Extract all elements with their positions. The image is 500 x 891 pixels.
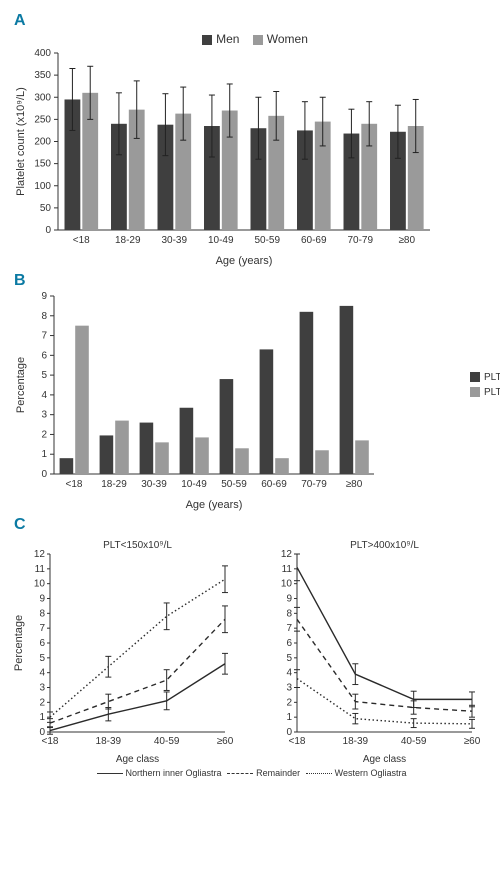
svg-text:Percentage: Percentage	[15, 357, 27, 413]
women-label: Women	[267, 32, 308, 46]
svg-text:<18: <18	[42, 736, 59, 747]
svg-text:8: 8	[286, 608, 292, 619]
panel-c-chart: 0123456789101112PLT<150x10⁹/L<1818-3940-…	[10, 536, 490, 778]
svg-text:4: 4	[286, 668, 292, 679]
remainder-label: Remainder	[256, 768, 300, 778]
svg-text:250: 250	[34, 114, 51, 125]
svg-text:≥80: ≥80	[346, 479, 363, 490]
svg-text:30-39: 30-39	[161, 235, 187, 246]
women-swatch	[253, 35, 263, 45]
svg-text:60-69: 60-69	[261, 479, 287, 490]
western-label: Western Ogliastra	[335, 768, 407, 778]
northern-label: Northern inner Ogliastra	[126, 768, 222, 778]
svg-text:70-79: 70-79	[301, 479, 327, 490]
plt-high-swatch	[470, 387, 480, 397]
svg-text:40-59: 40-59	[401, 736, 427, 747]
svg-text:1: 1	[41, 449, 47, 460]
svg-text:50-59: 50-59	[254, 235, 280, 246]
svg-text:≥60: ≥60	[464, 736, 480, 747]
panel-a-label: A	[14, 12, 490, 30]
svg-text:6: 6	[286, 638, 292, 649]
svg-text:6: 6	[41, 350, 47, 361]
svg-text:350: 350	[34, 70, 51, 81]
northern-line	[97, 773, 123, 774]
svg-text:<18: <18	[289, 736, 306, 747]
svg-text:2: 2	[41, 429, 47, 440]
svg-text:70-79: 70-79	[347, 235, 373, 246]
svg-text:18-39: 18-39	[96, 736, 122, 747]
svg-text:400: 400	[34, 48, 51, 59]
svg-text:11: 11	[282, 564, 293, 575]
svg-text:300: 300	[34, 92, 51, 103]
svg-text:100: 100	[34, 181, 51, 192]
svg-text:50-59: 50-59	[221, 479, 247, 490]
svg-text:10: 10	[281, 579, 293, 590]
svg-text:7: 7	[286, 623, 292, 634]
svg-text:Age (years): Age (years)	[186, 499, 243, 511]
svg-text:Age class: Age class	[116, 754, 159, 765]
svg-text:5: 5	[39, 653, 45, 664]
svg-text:0: 0	[45, 225, 51, 236]
svg-text:≥80: ≥80	[398, 235, 415, 246]
svg-text:150: 150	[34, 159, 51, 170]
svg-text:Platelet count (x10⁹/L): Platelet count (x10⁹/L)	[15, 87, 27, 196]
svg-text:50: 50	[40, 203, 52, 214]
svg-text:3: 3	[41, 410, 47, 421]
svg-text:<18: <18	[66, 479, 83, 490]
men-label: Men	[216, 32, 239, 46]
svg-text:9: 9	[286, 594, 292, 605]
svg-text:5: 5	[286, 653, 292, 664]
svg-text:4: 4	[39, 668, 45, 679]
svg-text:8: 8	[41, 311, 47, 322]
panel-c-label: C	[14, 516, 490, 534]
svg-text:1: 1	[39, 712, 45, 723]
svg-text:10-49: 10-49	[181, 479, 207, 490]
svg-text:8: 8	[39, 608, 45, 619]
svg-text:0: 0	[41, 469, 47, 480]
svg-text:≥60: ≥60	[217, 736, 234, 747]
panel-c-legend: Northern inner Ogliastra Remainder Weste…	[10, 768, 490, 778]
svg-text:30-39: 30-39	[141, 479, 167, 490]
svg-text:18-29: 18-29	[115, 235, 141, 246]
svg-text:PLT>400x10⁹/L: PLT>400x10⁹/L	[350, 540, 419, 551]
svg-text:3: 3	[286, 683, 292, 694]
svg-text:4: 4	[41, 390, 47, 401]
svg-text:PLT<150x10⁹/L: PLT<150x10⁹/L	[103, 540, 172, 551]
svg-text:7: 7	[41, 331, 47, 342]
panel-a-legend: Men Women	[10, 32, 490, 46]
svg-text:2: 2	[39, 697, 45, 708]
svg-text:2: 2	[286, 697, 292, 708]
western-line	[306, 773, 332, 774]
panel-b-label: B	[14, 272, 490, 290]
svg-text:18-39: 18-39	[343, 736, 369, 747]
panel-a-chart: 0 50 100 150 200 250 300 350 400 Platelet count (…	[10, 48, 490, 268]
svg-text:7: 7	[39, 623, 45, 634]
svg-text:9: 9	[41, 292, 47, 302]
plt-low-swatch	[470, 372, 480, 382]
panel-b-chart: 0 1 2 3 4 5 6 7 8 9 Percentage <18 18-29 30-39 10-49 50…	[10, 292, 490, 512]
svg-text:5: 5	[41, 370, 47, 381]
svg-text:3: 3	[39, 683, 45, 694]
remainder-line	[227, 773, 253, 774]
svg-text:18-29: 18-29	[101, 479, 127, 490]
svg-text:60-69: 60-69	[301, 235, 327, 246]
panel-b-legend: PLT<150x10⁹/L PLT>400x10⁹/L	[460, 372, 500, 398]
svg-text:Age class: Age class	[363, 754, 406, 765]
svg-text:12: 12	[281, 549, 293, 560]
plt-low-label: PLT<150x10⁹/L	[484, 372, 500, 383]
svg-text:11: 11	[35, 564, 46, 575]
svg-text:9: 9	[39, 594, 45, 605]
svg-text:200: 200	[34, 137, 51, 148]
svg-text:12: 12	[34, 549, 46, 560]
svg-text:1: 1	[286, 712, 292, 723]
plt-high-label: PLT>400x10⁹/L	[484, 387, 500, 398]
svg-text:10-49: 10-49	[208, 235, 234, 246]
svg-text:Age (years): Age (years)	[216, 255, 273, 267]
svg-text:10: 10	[34, 579, 46, 590]
men-swatch	[202, 35, 212, 45]
svg-text:6: 6	[39, 638, 45, 649]
svg-text:<18: <18	[73, 235, 90, 246]
svg-text:Percentage: Percentage	[13, 615, 25, 671]
svg-text:40-59: 40-59	[154, 736, 180, 747]
